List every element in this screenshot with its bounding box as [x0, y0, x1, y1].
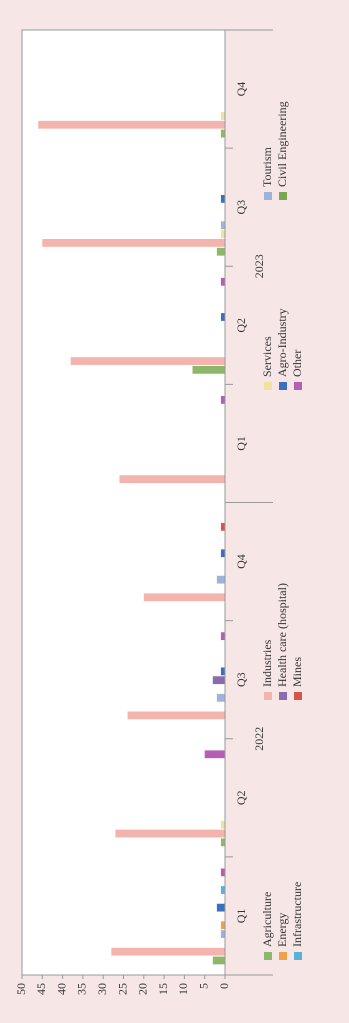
bar [216, 693, 226, 702]
bar [143, 593, 225, 602]
bar [70, 357, 225, 365]
legend-swatch [279, 952, 287, 960]
legend-label: Industries [260, 639, 274, 687]
bar [220, 930, 226, 938]
bar [220, 396, 226, 404]
bar [204, 750, 225, 759]
legend-label: Civil Engineering [275, 101, 289, 187]
bar [220, 112, 226, 120]
legend-label: Tourism [260, 147, 274, 187]
legend-swatch [279, 692, 287, 700]
bar [111, 947, 225, 956]
y-tick-label: 40 [54, 983, 68, 995]
bar [220, 838, 226, 847]
x-tick-label: Q2 [234, 790, 248, 805]
legend-swatch [264, 692, 272, 700]
legend-swatch [279, 192, 287, 200]
year-label: 2022 [252, 727, 266, 751]
bar [220, 230, 226, 239]
legend-swatch [294, 952, 302, 960]
legend-label: Energy [275, 913, 289, 947]
legend-swatch [294, 692, 302, 700]
rotated-chart: 0 5 10 15 20 25 30 35 40 45 50 Q1 Q2 Q3 Q4 Q1 Q2 Q3 Q4 2022… [14, 29, 304, 995]
legend-label: Other [290, 350, 304, 377]
legend-swatch [264, 192, 272, 200]
bar [220, 820, 226, 829]
x-tick-label: Q4 [234, 554, 248, 569]
bar [220, 549, 226, 558]
x-tick-label: Q3 [234, 200, 248, 215]
bar [220, 277, 226, 286]
y-tick-label: 50 [14, 983, 28, 995]
bar [115, 829, 225, 838]
bar [220, 313, 226, 321]
bar [127, 711, 225, 720]
bar [212, 676, 226, 685]
legend-swatch [294, 382, 302, 390]
x-tick-label: Q4 [234, 82, 248, 97]
x-tick-label: Q2 [234, 318, 248, 333]
legend-swatch [264, 952, 272, 960]
legend-label: Agriculture [260, 892, 274, 947]
y-tick-label: 15 [156, 983, 170, 995]
bar [220, 522, 226, 531]
legend-label: Services [260, 336, 274, 377]
bar [220, 667, 226, 676]
bar [216, 575, 226, 584]
legend-label: Infrastructure [290, 882, 304, 947]
bar [220, 632, 226, 641]
y-tick-label: 20 [136, 983, 150, 995]
legend-label: Health care (hospital) [275, 583, 289, 687]
x-tick-label: Q1 [234, 436, 248, 451]
bar [220, 221, 226, 230]
bar [220, 129, 226, 138]
y-tick-label: 35 [75, 983, 89, 995]
y-tick-label: 30 [95, 983, 109, 995]
bar [212, 956, 226, 965]
bar [42, 239, 225, 247]
y-tick-label: 45 [34, 983, 48, 995]
bar [216, 903, 226, 912]
legend-swatch [264, 382, 272, 390]
y-tick-label: 5 [196, 983, 210, 989]
x-tick-label: Q3 [234, 672, 248, 687]
bar [220, 921, 226, 930]
legend-swatch [279, 382, 287, 390]
bar [220, 886, 226, 894]
x-tick-label: Q1 [234, 909, 248, 924]
bar [220, 868, 226, 877]
year-label: 2023 [252, 254, 266, 278]
bar [192, 365, 226, 374]
y-tick-label: 0 [217, 983, 231, 989]
bar [119, 475, 225, 484]
y-tick-label: 10 [176, 983, 190, 995]
y-tick-label: 25 [115, 983, 129, 995]
legend-label: Agro-Industry [275, 308, 289, 377]
bar [220, 194, 226, 203]
bar [216, 247, 226, 256]
bar [38, 120, 225, 129]
legend-label: Mines [290, 657, 304, 687]
